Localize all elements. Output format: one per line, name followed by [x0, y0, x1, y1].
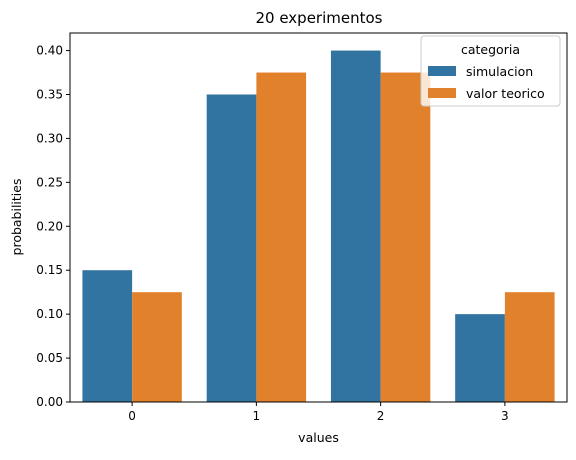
- legend: categoria simulacion valor teorico: [420, 35, 561, 107]
- y-axis-ticks: 0.00 0.05 0.10 0.15 0.20 0.25 0.30 0.35 0.40: [36, 44, 70, 409]
- x-tick-label: 1: [253, 409, 261, 423]
- legend-swatch-simulacion: [428, 66, 456, 76]
- legend-label-simulacion: simulacion: [466, 64, 533, 79]
- y-tick-label: 0.15: [36, 263, 63, 277]
- bars-group: [82, 50, 555, 402]
- bar-valor-teorico-0: [132, 292, 182, 402]
- y-tick-label: 0.40: [36, 44, 63, 58]
- bar-simulacion-0: [82, 270, 133, 402]
- y-tick-label: 0.35: [36, 88, 63, 102]
- y-tick-label: 0.30: [36, 131, 63, 145]
- y-tick-label: 0.05: [36, 351, 63, 365]
- y-tick-label: 0.25: [36, 175, 63, 189]
- bar-valor-teorico-3: [504, 292, 555, 402]
- legend-swatch-valor-teorico: [428, 88, 456, 98]
- y-tick-label: 0.20: [36, 219, 63, 233]
- x-tick-label: 2: [377, 409, 385, 423]
- x-tick-label: 3: [501, 409, 509, 423]
- bar-valor-teorico-1: [256, 72, 307, 402]
- bar-simulacion-1: [206, 94, 257, 402]
- x-axis-label: values: [298, 430, 339, 445]
- bar-simulacion-2: [330, 50, 381, 402]
- plot-frame: [69, 32, 568, 403]
- bar-simulacion-3: [455, 314, 505, 402]
- chart-title: 20 experimentos: [255, 9, 382, 27]
- y-axis-label: probabilities: [9, 179, 24, 256]
- bar-valor-teorico-2: [380, 72, 431, 402]
- legend-title: categoria: [461, 42, 520, 57]
- y-tick-label: 0.10: [36, 307, 63, 321]
- x-axis-ticks: 0 1 2 3: [128, 402, 509, 423]
- y-tick-label: 0.00: [36, 395, 63, 409]
- legend-label-valor-teorico: valor teorico: [466, 86, 545, 101]
- x-tick-label: 0: [128, 409, 136, 423]
